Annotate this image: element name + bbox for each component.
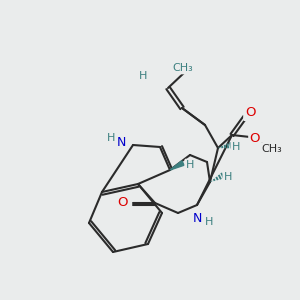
Text: N: N (116, 136, 126, 149)
Text: O: O (250, 133, 260, 146)
Text: O: O (117, 196, 127, 209)
Text: CH₃: CH₃ (172, 63, 194, 73)
Text: N: N (192, 212, 202, 224)
Text: H: H (205, 217, 213, 227)
Text: H: H (107, 133, 115, 143)
Text: H: H (186, 160, 194, 170)
Text: H: H (232, 142, 240, 152)
Text: O: O (245, 106, 255, 119)
Text: H: H (139, 71, 147, 81)
Text: CH₃: CH₃ (262, 144, 282, 154)
Polygon shape (170, 161, 184, 170)
Text: H: H (224, 172, 232, 182)
